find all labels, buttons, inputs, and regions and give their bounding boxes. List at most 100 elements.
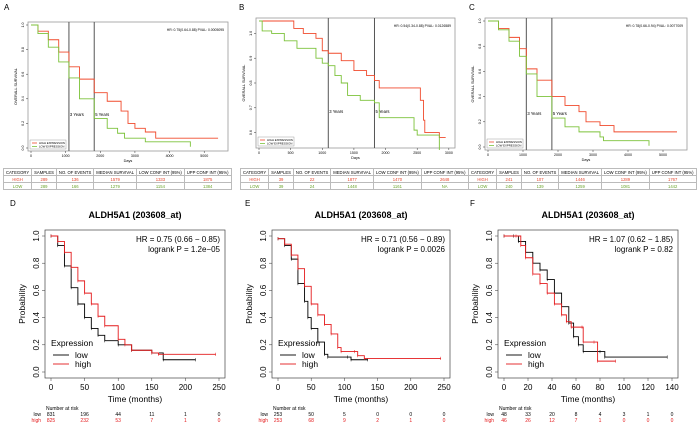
risk-value: 825	[47, 418, 56, 424]
table-cell: 289	[31, 175, 57, 183]
table-cell: 1470	[373, 175, 422, 183]
table-row: LOW 39 24 1448 1161 NA	[239, 182, 469, 190]
table-cell: 166	[55, 182, 95, 190]
risk-value: 1	[409, 418, 412, 424]
hr-annotation: logrank P = 0.82	[615, 245, 674, 254]
legend-label: low	[302, 350, 316, 360]
year-marker-label: 3 Years	[527, 111, 541, 116]
table-header-cell: MEDIAN SURVIVAL	[93, 168, 138, 176]
risk-value: 33	[525, 412, 531, 418]
table-cell: 39	[268, 182, 294, 190]
legend-label: HIGH EXPRESSION	[496, 140, 522, 144]
table-header-cell: UPP CONF INT (95%)	[648, 168, 697, 176]
risk-value: 253	[274, 412, 283, 418]
series-line-high	[278, 238, 441, 359]
hr-annotation: HR = 0.71 (0.56 − 0.89)	[361, 235, 445, 244]
risk-value: 0	[376, 412, 379, 418]
hr-annotation: logrank P = 0.0026	[378, 245, 446, 254]
series-line-low-expression	[488, 20, 650, 146]
x-tick-label: 200	[179, 383, 193, 392]
chart-svg: 0 500 1000 1500 2000 2500 3000 0.6 0.7 0.8 0.9 1.0 D…	[242, 17, 456, 160]
risk-value: 0	[409, 412, 412, 418]
legend-label: HIGH EXPRESSION	[267, 138, 293, 142]
y-axis-label: OVERALL SURVIVAL	[471, 66, 475, 103]
x-tick-label: 4000	[624, 153, 632, 157]
x-tick-label: 2000	[382, 151, 390, 155]
plot-frame	[44, 229, 226, 379]
chart-svg: ALDH5A1 (203608_at)0 50 100 150 200 2500.00.2…	[244, 210, 451, 424]
panel-label: C	[469, 3, 475, 12]
panel-f: F ALDH5A1 (203608_at) 0 20 40 60 80 100 120 140 0.…	[465, 195, 700, 433]
stats-table: CATEGORY SAMPLES NO. OF EVENTS MEDIAN SURVI…	[239, 168, 469, 190]
y-tick-label: 0.4	[478, 94, 482, 99]
legend-box	[29, 139, 67, 150]
risk-value: 0	[647, 418, 650, 424]
y-axis-label: OVERALL SURVIVAL	[242, 65, 246, 102]
y-tick-label: 0.2	[32, 339, 41, 351]
risk-value: 0	[671, 418, 674, 424]
legend-label: low	[528, 350, 542, 360]
y-tick-label: 0.6	[485, 284, 494, 296]
table-header-cell: CATEGORY	[467, 168, 498, 176]
y-tick-label: 1.0	[478, 19, 482, 24]
legend-box	[486, 138, 524, 149]
table-header-cell: NO. OF EVENTS	[55, 168, 95, 176]
x-axis-label: Time (months)	[334, 394, 389, 404]
table-cell: HIGH	[239, 175, 270, 183]
risk-value: 831	[47, 412, 56, 418]
legend-label: HIGH EXPRESSION	[39, 141, 65, 145]
year-marker-label: 5 Years	[553, 111, 567, 116]
legend-label: high	[528, 359, 544, 369]
year-marker-label: 5 Years	[375, 109, 389, 114]
table-header-cell: UPP CONF INT (95%)	[183, 168, 232, 176]
panel-label: B	[239, 3, 245, 12]
panel-a: A 0 1000 2000 3000 4000 5000 0.0 0.2 0.4 0.6 0.8 1.0…	[0, 0, 235, 195]
legend-label: high	[75, 359, 91, 369]
table-header-row: CATEGORY SAMPLES NO. OF EVENTS MEDIAN SURVI…	[467, 168, 697, 176]
table-header-cell: CATEGORY	[239, 168, 270, 176]
x-tick-label: 0	[487, 153, 489, 157]
plot-frame	[497, 229, 679, 379]
panel-label: F	[470, 199, 475, 208]
table-row: HIGH 39 22 1877 1470 2648	[239, 175, 469, 183]
table-cell: 1289	[601, 175, 650, 183]
y-tick-label: 0.0	[485, 366, 494, 378]
x-tick-label: 120	[641, 383, 655, 392]
y-axis-label: Probability	[17, 283, 27, 323]
x-tick-label: 1000	[62, 154, 70, 158]
y-tick-label: 0.4	[21, 96, 25, 101]
x-tick-label: 100	[338, 383, 352, 392]
risk-value: 20	[549, 412, 555, 418]
table-header-cell: LOW CONF INT (95%)	[601, 168, 650, 176]
y-tick-label: 0.0	[478, 145, 482, 150]
y-tick-label: 0.4	[32, 311, 41, 323]
legend-label: low	[75, 350, 89, 360]
table-cell: 24	[292, 182, 332, 190]
x-tick-label: 140	[665, 383, 679, 392]
hr-annotation: HR: 0.54(0.34-0.88) PVAL: 0.0126589	[394, 24, 451, 28]
table-cell: 1161	[373, 182, 422, 190]
table-row: LOW 240 139 1259 1081 1442	[467, 182, 697, 190]
year-marker-label: 3 Years	[329, 109, 343, 114]
panel-c: C 0 1000 2000 3000 4000 5000 0.0 0.2 0.4 0.6 0.8 1.0…	[465, 0, 700, 195]
risk-value: 8	[575, 412, 578, 418]
table-header-row: CATEGORY SAMPLES NO. OF EVENTS MEDIAN SURVI…	[2, 168, 232, 176]
series-line-high-expression	[488, 20, 677, 133]
plot-frame	[27, 21, 229, 152]
table-cell: 1877	[330, 175, 375, 183]
table-cell: 1579	[93, 175, 138, 183]
table-header-cell: MEDIAN SURVIVAL	[558, 168, 603, 176]
risk-table-title: Number at risk	[273, 406, 306, 412]
chart-title: ALDH5A1 (203608_at)	[314, 210, 407, 220]
risk-value: 0	[218, 412, 221, 418]
table-cell: 1154	[136, 182, 185, 190]
hr-annotation: logrank P = 1.2e−05	[148, 245, 220, 254]
x-axis-label: Days	[582, 158, 591, 162]
hr-annotation: HR = 1.07 (0.62 − 1.85)	[589, 235, 673, 244]
x-tick-label: 1500	[350, 151, 358, 155]
y-tick-label: 0.0	[21, 146, 25, 151]
legend-label: LOW EXPRESSION	[496, 144, 521, 148]
risk-value: 9	[343, 418, 346, 424]
risk-value: 5	[343, 412, 346, 418]
y-tick-label: 0.2	[478, 119, 482, 124]
